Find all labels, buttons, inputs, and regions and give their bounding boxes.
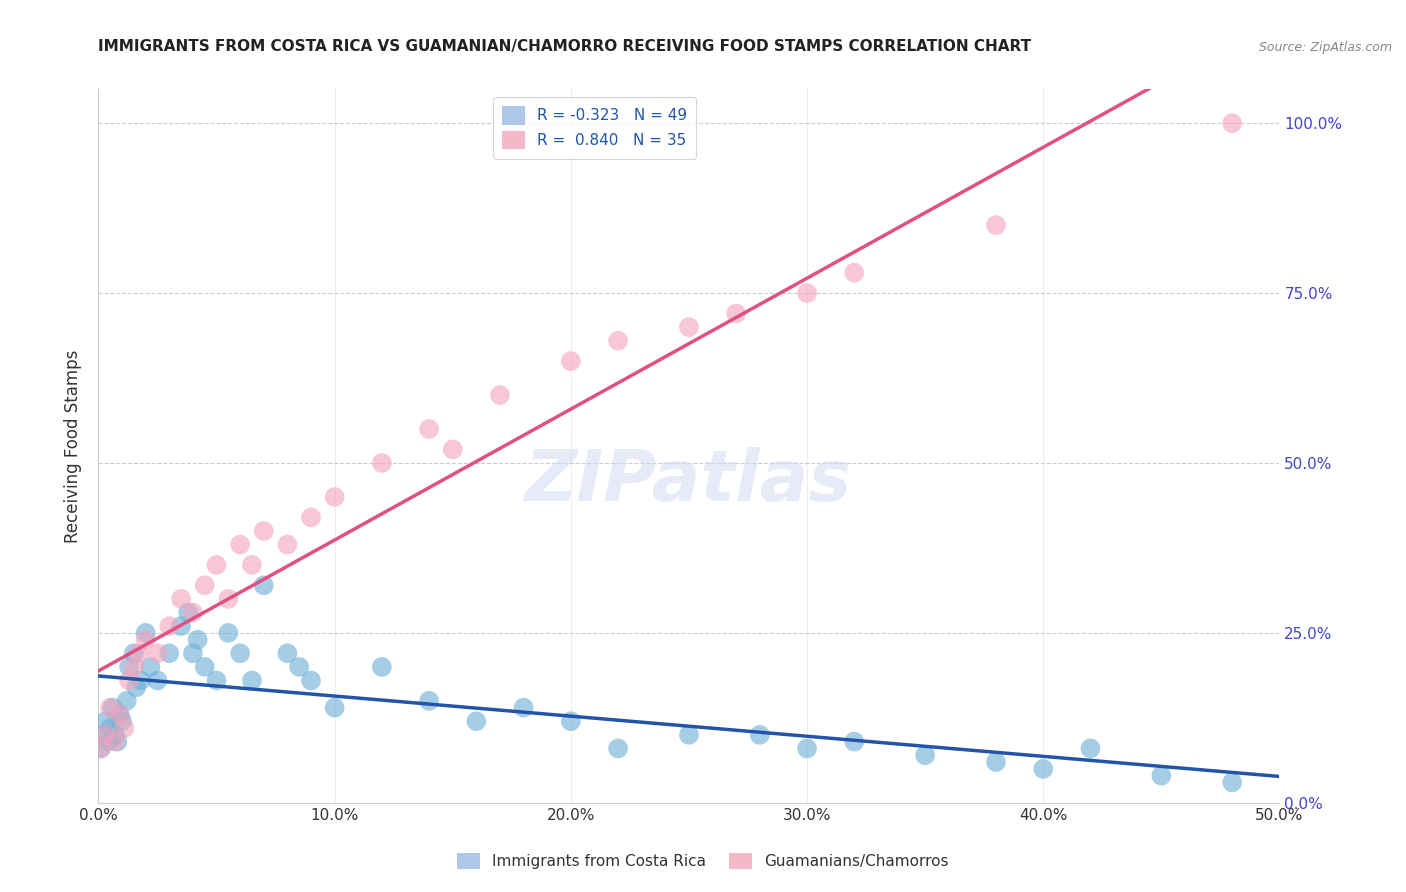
Point: [111, 714, 134, 729]
Point: [371, 660, 394, 674]
Point: [914, 748, 936, 763]
Point: [98, 721, 121, 735]
Point: [276, 537, 298, 551]
Point: [112, 721, 135, 735]
Point: [187, 632, 209, 647]
Point: [560, 354, 582, 368]
Legend: R = -0.323   N = 49, R =  0.840   N = 35: R = -0.323 N = 49, R = 0.840 N = 35: [492, 97, 696, 159]
Point: [418, 694, 440, 708]
Point: [276, 646, 298, 660]
Point: [512, 700, 534, 714]
Legend: Immigrants from Costa Rica, Guamanians/Chamorros: Immigrants from Costa Rica, Guamanians/C…: [451, 847, 955, 875]
Point: [194, 660, 217, 674]
Point: [128, 646, 150, 660]
Point: [1220, 775, 1243, 789]
Point: [139, 660, 162, 674]
Point: [170, 591, 193, 606]
Point: [115, 694, 138, 708]
Point: [288, 660, 311, 674]
Point: [194, 578, 217, 592]
Point: [796, 741, 818, 756]
Point: [299, 673, 322, 688]
Point: [984, 218, 1007, 232]
Point: [678, 728, 700, 742]
Point: [796, 286, 818, 301]
Point: [217, 591, 239, 606]
Point: [122, 660, 145, 674]
Point: [489, 388, 512, 402]
Text: IMMIGRANTS FROM COSTA RICA VS GUAMANIAN/CHAMORRO RECEIVING FOOD STAMPS CORRELATI: IMMIGRANTS FROM COSTA RICA VS GUAMANIAN/…: [98, 38, 1032, 54]
Point: [607, 741, 630, 756]
Point: [97, 734, 120, 748]
Point: [253, 578, 276, 592]
Point: [253, 524, 276, 538]
Point: [844, 266, 866, 280]
Point: [181, 606, 204, 620]
Point: [108, 707, 131, 722]
Point: [441, 442, 464, 457]
Point: [984, 755, 1007, 769]
Point: [371, 456, 394, 470]
Point: [205, 673, 228, 688]
Point: [104, 728, 127, 742]
Point: [240, 673, 263, 688]
Point: [101, 700, 124, 714]
Point: [157, 646, 180, 660]
Point: [98, 700, 121, 714]
Point: [118, 660, 141, 674]
Point: [229, 646, 252, 660]
Point: [465, 714, 488, 729]
Point: [229, 537, 252, 551]
Point: [240, 558, 263, 572]
Point: [748, 728, 770, 742]
Point: [91, 728, 114, 742]
Point: [122, 646, 145, 660]
Point: [678, 320, 700, 334]
Point: [157, 619, 180, 633]
Point: [108, 707, 131, 722]
Point: [90, 741, 112, 756]
Point: [170, 619, 193, 633]
Point: [146, 646, 169, 660]
Point: [146, 673, 169, 688]
Point: [844, 734, 866, 748]
Point: [1150, 769, 1173, 783]
Point: [129, 673, 152, 688]
Point: [607, 334, 630, 348]
Point: [725, 306, 748, 320]
Point: [299, 510, 322, 524]
Point: [135, 626, 157, 640]
Point: [217, 626, 239, 640]
Point: [205, 558, 228, 572]
Point: [1220, 116, 1243, 130]
Point: [1080, 741, 1102, 756]
Text: ZIPatlas: ZIPatlas: [526, 447, 852, 516]
Point: [323, 700, 346, 714]
Point: [560, 714, 582, 729]
Point: [181, 646, 204, 660]
Point: [177, 606, 200, 620]
Point: [94, 714, 117, 729]
Point: [125, 680, 148, 694]
Point: [323, 490, 346, 504]
Point: [94, 728, 117, 742]
Text: Source: ZipAtlas.com: Source: ZipAtlas.com: [1258, 40, 1392, 54]
Y-axis label: Receiving Food Stamps: Receiving Food Stamps: [65, 350, 83, 542]
Point: [90, 741, 112, 756]
Point: [105, 734, 128, 748]
Point: [135, 632, 157, 647]
Point: [118, 673, 141, 688]
Point: [104, 734, 127, 748]
Point: [418, 422, 440, 436]
Point: [1032, 762, 1054, 776]
